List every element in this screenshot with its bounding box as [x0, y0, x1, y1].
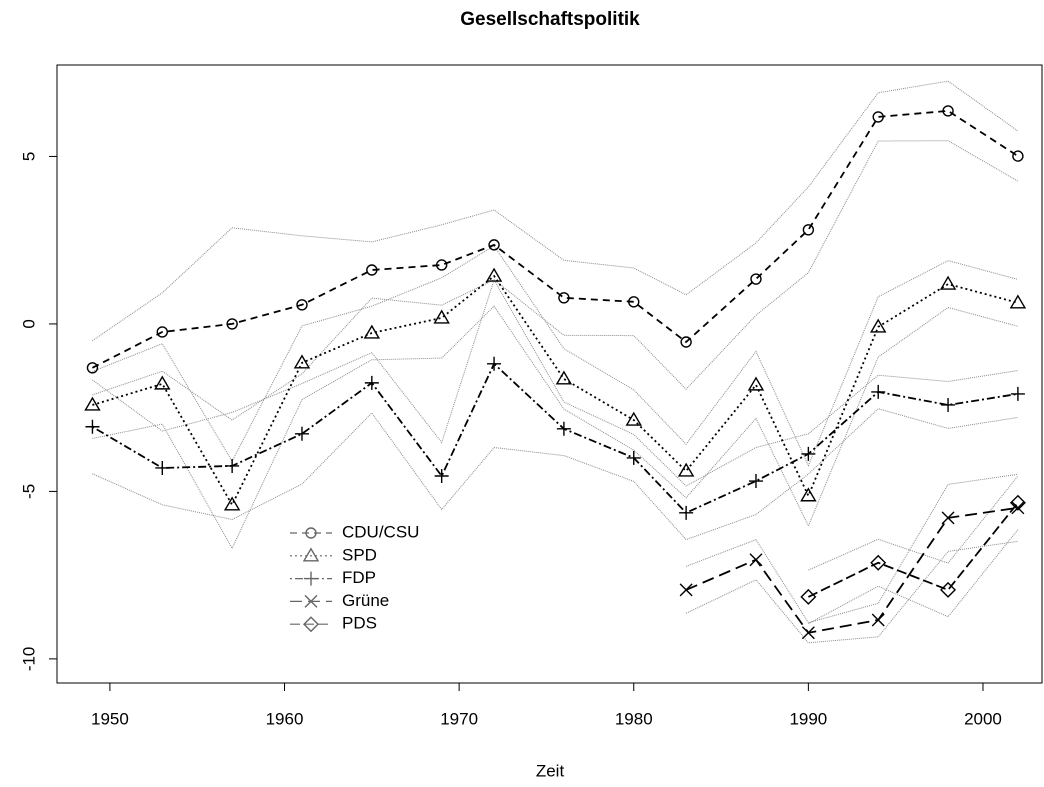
y-tick-label: -5 — [19, 484, 38, 499]
confidence-band — [92, 408, 1018, 541]
marker — [801, 626, 815, 640]
marker — [679, 505, 694, 520]
marker — [435, 259, 448, 271]
marker — [555, 370, 573, 385]
marker — [939, 275, 957, 290]
marker — [485, 267, 503, 282]
legend-label: CDU/CSU — [342, 522, 419, 541]
legend-marker — [305, 527, 317, 539]
x-tick-label: 1950 — [91, 709, 129, 728]
x-tick-label: 1980 — [615, 709, 653, 728]
legend-label: Grüne — [342, 591, 389, 610]
legend-label: PDS — [342, 614, 377, 633]
legend-marker — [303, 616, 319, 633]
y-tick-label: -10 — [19, 647, 38, 672]
marker — [363, 324, 381, 339]
confidence-band — [685, 540, 1018, 644]
marker — [156, 326, 168, 338]
marker — [625, 411, 642, 426]
marker — [433, 309, 450, 324]
series-line — [808, 502, 1019, 598]
legend-marker — [304, 594, 318, 608]
marker — [750, 273, 762, 285]
marker — [1011, 501, 1025, 515]
y-tick-label: 0 — [19, 319, 38, 328]
series-line — [92, 274, 1019, 507]
marker — [941, 397, 956, 412]
marker — [871, 613, 885, 627]
marker — [679, 583, 693, 597]
confidence-band — [685, 473, 1018, 624]
marker — [628, 296, 640, 308]
marker — [801, 446, 816, 461]
marker — [434, 468, 449, 483]
marker — [677, 462, 695, 477]
x-tick-label: 1960 — [266, 709, 304, 728]
marker — [223, 496, 241, 511]
marker — [85, 419, 100, 434]
series-line — [91, 109, 1019, 369]
marker — [872, 111, 884, 123]
marker — [154, 375, 171, 390]
chart-title: Gesellschaftspolitik — [460, 9, 640, 30]
marker — [871, 384, 886, 399]
marker — [364, 375, 379, 390]
marker — [488, 239, 500, 251]
marker — [869, 318, 887, 333]
marker — [155, 460, 170, 475]
marker — [558, 292, 570, 304]
x-axis-title: Zeit — [536, 761, 565, 780]
marker — [800, 588, 817, 605]
marker — [748, 474, 763, 489]
marker — [294, 426, 309, 441]
legend-marker — [302, 547, 320, 562]
marker — [749, 553, 763, 567]
confidence-band — [92, 80, 1019, 342]
marker — [680, 336, 692, 348]
marker — [487, 356, 502, 371]
y-tick-label: 5 — [19, 152, 38, 161]
marker — [1012, 150, 1024, 162]
confidence-band — [92, 305, 1019, 550]
legend-label: FDP — [342, 568, 376, 587]
marker — [293, 354, 311, 369]
marker — [940, 581, 957, 598]
marker — [802, 224, 815, 236]
marker — [84, 396, 101, 411]
legend-label: SPD — [342, 545, 377, 564]
marker — [942, 105, 954, 117]
x-tick-label: 1970 — [440, 709, 478, 728]
confidence-band — [808, 475, 1019, 571]
x-tick-label: 2000 — [964, 709, 1002, 728]
marker — [747, 376, 765, 391]
legend-marker — [304, 571, 318, 586]
series-line — [685, 506, 1019, 634]
plot-frame — [56, 64, 1043, 684]
confidence-band — [92, 245, 1019, 467]
marker — [366, 264, 378, 276]
marker — [296, 299, 308, 311]
x-tick-label: 1990 — [789, 709, 827, 728]
confidence-band — [92, 140, 1019, 421]
marker — [870, 554, 887, 571]
confidence-band — [92, 278, 1018, 487]
marker — [226, 318, 238, 330]
marker — [941, 511, 955, 525]
marker — [1010, 386, 1025, 401]
marker — [556, 421, 571, 436]
marker — [1009, 494, 1026, 511]
marker — [86, 362, 99, 374]
marker — [225, 458, 240, 473]
series-line — [91, 362, 1019, 514]
marker — [626, 450, 641, 465]
marker — [1009, 294, 1027, 309]
marker — [800, 487, 817, 502]
